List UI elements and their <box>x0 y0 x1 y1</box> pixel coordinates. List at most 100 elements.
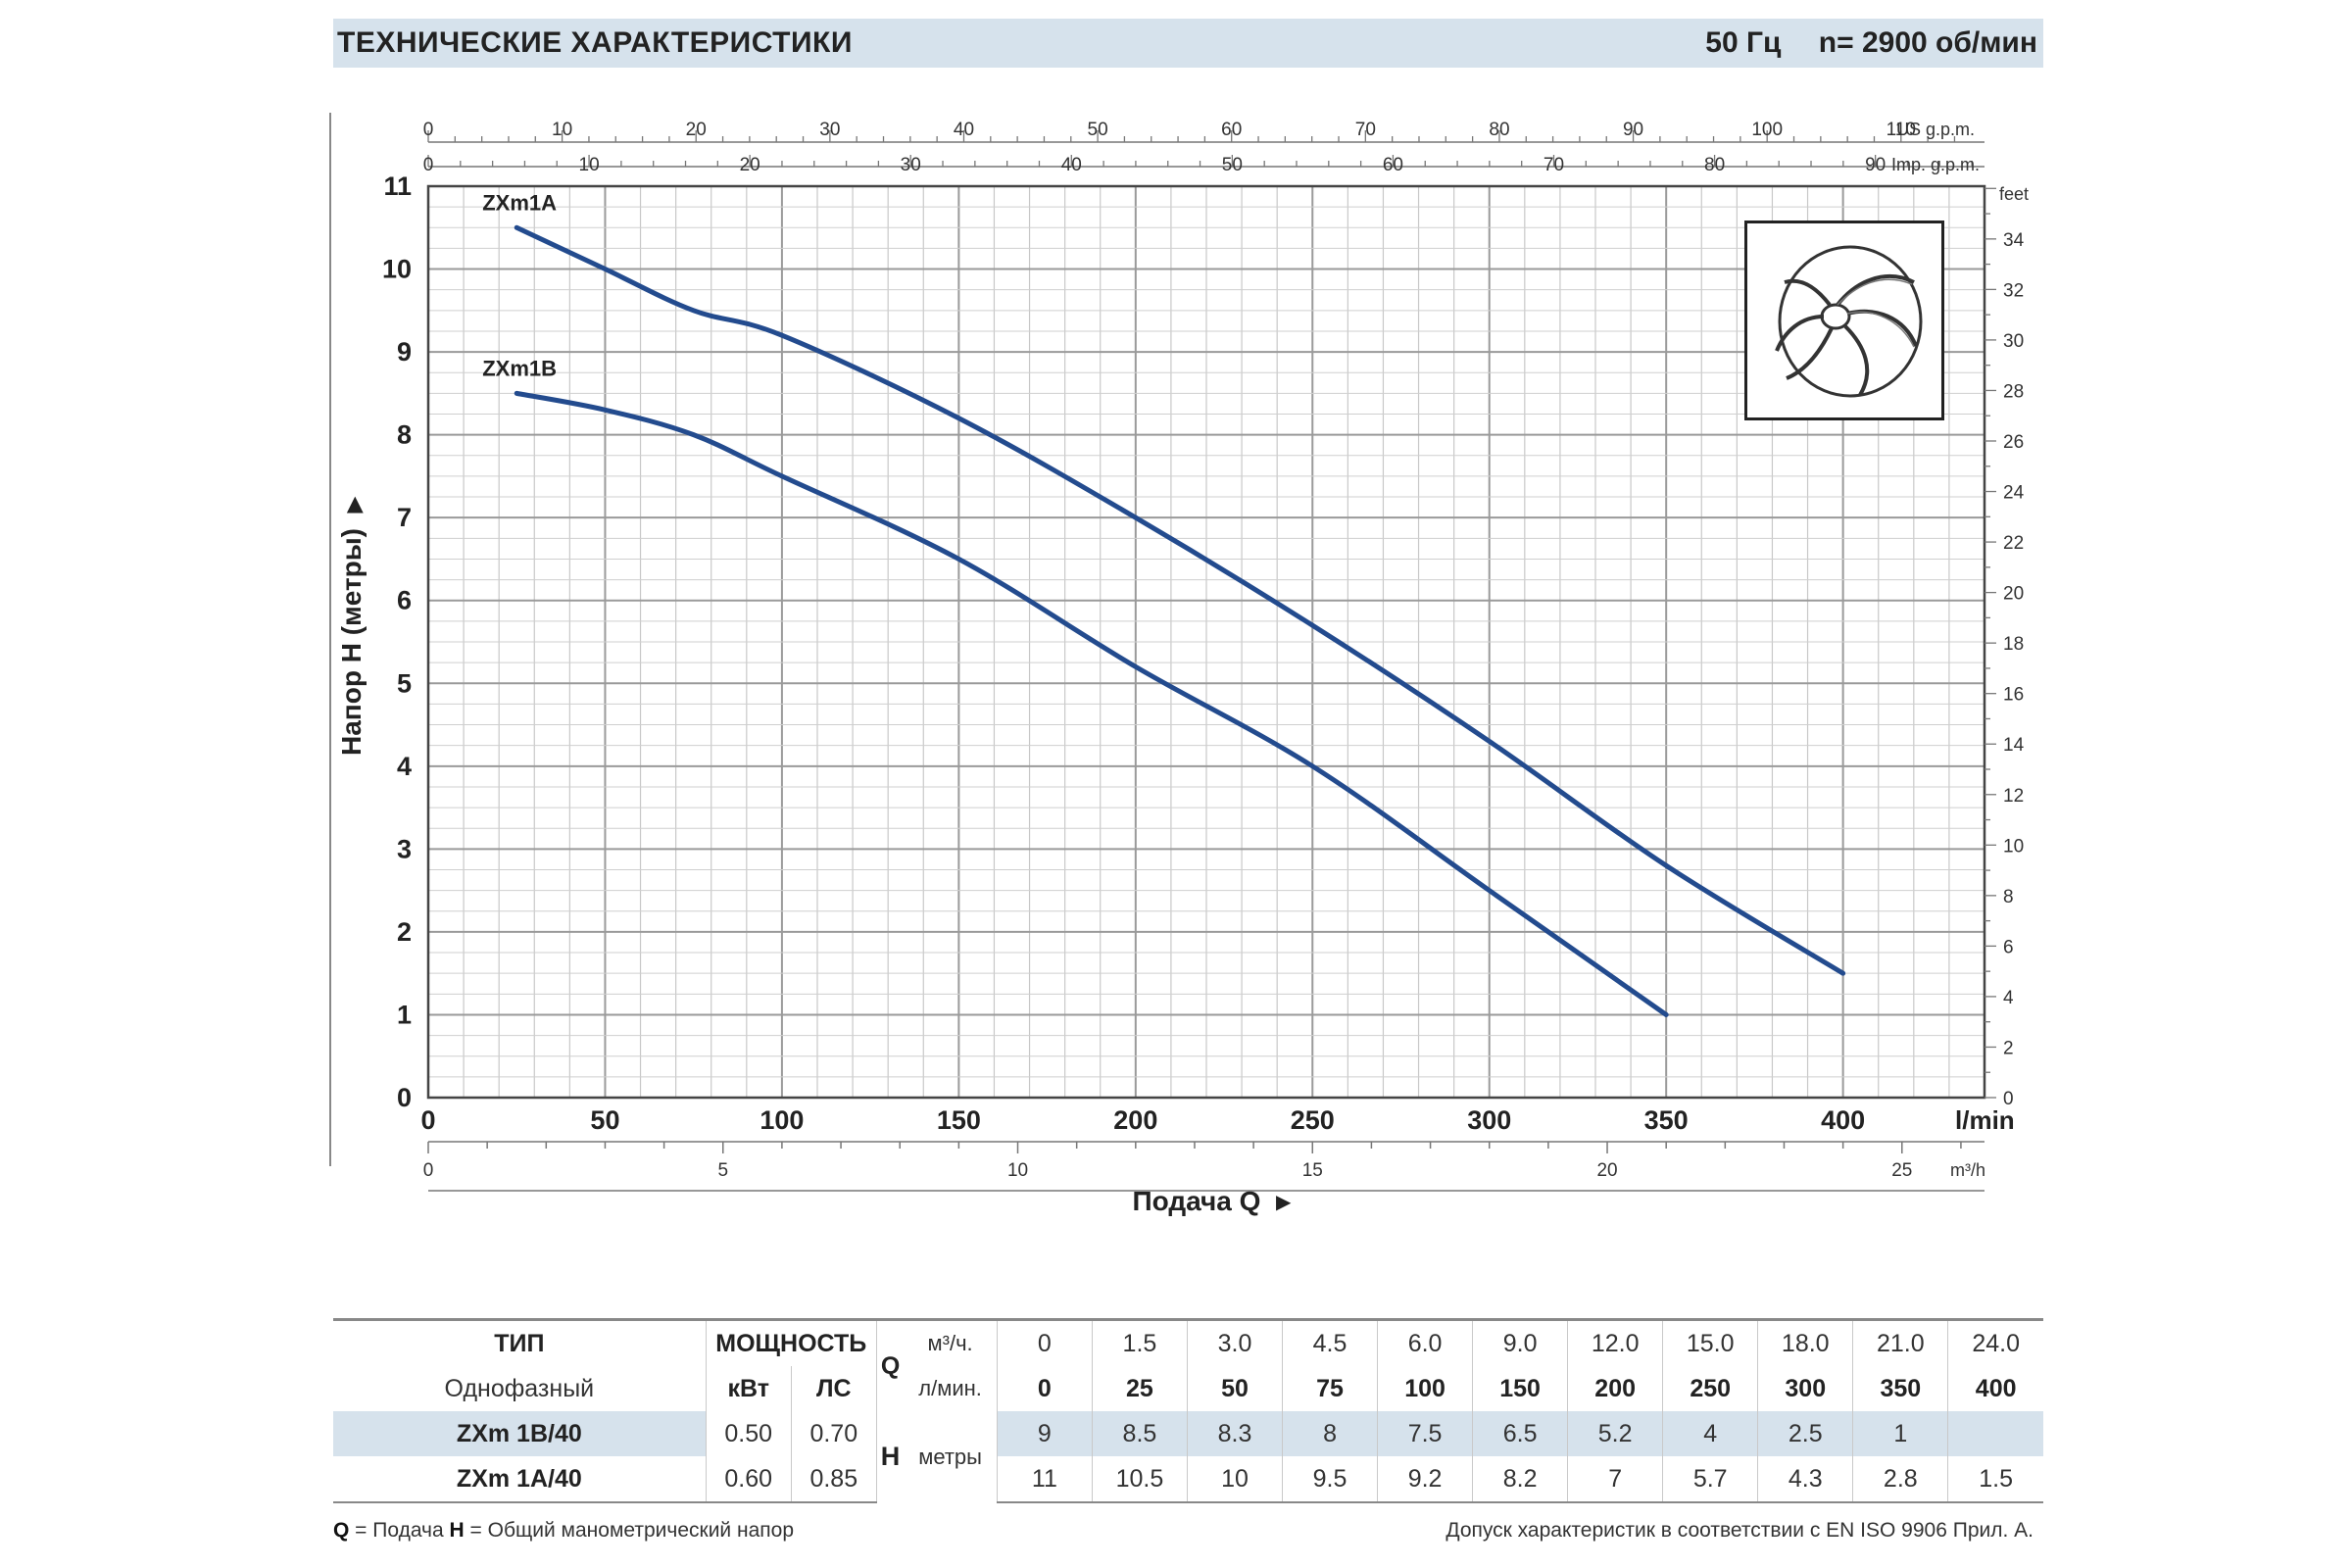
m3h-tick-label: 15 <box>1302 1160 1323 1181</box>
us-gpm-tick-label: 110 <box>1886 120 1916 140</box>
m3h-3: 4.5 <box>1281 1318 1378 1366</box>
us-gpm-tick-label: 90 <box>1623 120 1643 140</box>
table-row: ZXm 1A/40 0.60 0.85 11 10.5 10 9.5 9.2 8… <box>333 1456 2043 1503</box>
lmin-10: 400 <box>1947 1366 2043 1411</box>
y-tick-label: 6 <box>397 586 412 615</box>
kw-header: кВт <box>705 1366 792 1411</box>
header-bar: ТЕХНИЧЕСКИЕ ХАРАКТЕРИСТИКИ 50 Гц n= 2900… <box>333 19 2043 68</box>
head-value: 8.3 <box>1186 1411 1283 1456</box>
x-tick-label: 200 <box>1113 1105 1157 1135</box>
us-gpm-tick-label: 10 <box>552 120 572 140</box>
lmin-unit: л/мин. <box>918 1376 982 1400</box>
y-tick-label: 11 <box>383 172 412 201</box>
m3h-unit-label: m³/h <box>1950 1160 1985 1180</box>
head-value: 1.5 <box>1947 1456 2043 1503</box>
x-tick-label: 50 <box>590 1105 619 1135</box>
us-gpm-tick-label: 70 <box>1355 120 1376 140</box>
m3h-unit: м³/ч. <box>904 1318 998 1366</box>
head-value: 5.7 <box>1662 1456 1758 1503</box>
head-value: 9.2 <box>1377 1456 1473 1503</box>
y-tick-label: 9 <box>397 337 412 367</box>
h-header: H <box>875 1411 905 1502</box>
y-tick-label: 5 <box>397 668 412 698</box>
feet-tick-label: 16 <box>2003 685 2024 706</box>
power-header: МОЩНОСТЬ <box>705 1318 877 1366</box>
type-header: ТИП <box>333 1318 707 1366</box>
head-value: 4 <box>1662 1411 1758 1456</box>
feet-tick-label: 34 <box>2003 230 2025 251</box>
y-tick-label: 0 <box>397 1083 412 1112</box>
x-unit-label: l/min <box>1955 1105 2015 1135</box>
lmin-9: 350 <box>1852 1366 1948 1411</box>
power-kw: 0.50 <box>705 1411 792 1456</box>
us-gpm-tick-label: 80 <box>1489 120 1509 140</box>
y-tick-label: 10 <box>382 255 412 284</box>
feet-tick-label: 30 <box>2003 331 2024 352</box>
table-row: ZXm 1B/40 0.50 0.70 H метры 9 8.5 8.3 8 … <box>333 1411 2043 1502</box>
m3h-7: 15.0 <box>1662 1318 1758 1366</box>
lmin-3: 75 <box>1281 1366 1378 1411</box>
x-tick-label: 400 <box>1821 1105 1865 1135</box>
power-hp: 0.85 <box>790 1456 877 1503</box>
lmin-6: 200 <box>1567 1366 1663 1411</box>
imp-gpm-tick-label: 20 <box>740 155 760 175</box>
head-value: 11 <box>996 1456 1093 1503</box>
head-value: 2.5 <box>1757 1411 1853 1456</box>
lmin-0: 0 <box>996 1366 1093 1411</box>
hp-header: ЛС <box>790 1366 877 1411</box>
head-value: 7 <box>1567 1456 1663 1503</box>
y-tick-label: 1 <box>397 1000 412 1029</box>
feet-tick-label: 8 <box>2003 887 2014 907</box>
imp-gpm-tick-label: 40 <box>1061 155 1082 175</box>
us-gpm-tick-label: 50 <box>1088 120 1108 140</box>
x-tick-label: 0 <box>420 1105 435 1135</box>
feet-unit-label: feet <box>1999 184 2029 204</box>
head-value: 9 <box>996 1411 1093 1456</box>
h-definition: = Общий манометрический напор <box>464 1519 795 1542</box>
feet-tick-label: 20 <box>2003 584 2024 605</box>
feet-tick-label: 18 <box>2003 634 2024 655</box>
feet-tick-label: 24 <box>2003 483 2025 504</box>
m3h-tick-label: 0 <box>423 1160 434 1181</box>
m3h-5: 9.0 <box>1472 1318 1568 1366</box>
legend-footnote: Q = Подача H = Общий манометрический нап… <box>333 1519 794 1543</box>
x-tick-label: 300 <box>1467 1105 1511 1135</box>
us-gpm-tick-label: 30 <box>819 120 840 140</box>
y-axis-label: Напор H (метры) <box>336 528 367 756</box>
performance-table: ТИП МОЩНОСТЬ Q м³/ч. 0 1.5 3.0 4.5 6.0 9… <box>333 1318 2043 1503</box>
series-label: ZXm1B <box>482 356 557 380</box>
imp-gpm-tick-label: 0 <box>423 155 434 175</box>
x-tick-label: 350 <box>1644 1105 1689 1135</box>
m3h-tick-label: 25 <box>1891 1160 1912 1181</box>
lmin-7: 250 <box>1662 1366 1758 1411</box>
m3h-tick-label: 20 <box>1596 1160 1617 1181</box>
feet-tick-label: 32 <box>2003 280 2024 301</box>
header-frequency: 50 Гц <box>1705 26 1782 59</box>
y-tick-label: 4 <box>397 752 412 781</box>
table-header-row-1: ТИП МОЩНОСТЬ Q м³/ч. 0 1.5 3.0 4.5 6.0 9… <box>333 1318 2043 1411</box>
imp-gpm-tick-label: 70 <box>1544 155 1564 175</box>
x-tick-label: 250 <box>1291 1105 1335 1135</box>
us-gpm-tick-label: 60 <box>1221 120 1242 140</box>
series-line-zxm1a <box>514 224 1846 976</box>
q-definition: = Подача <box>349 1519 450 1542</box>
us-gpm-unit-label: US g.p.m. <box>1896 120 1975 139</box>
table-header-row-2: Однофазный кВт ЛС л/мин. 0 25 50 75 100 … <box>333 1366 2043 1411</box>
us-gpm-tick-label: 100 <box>1751 120 1783 140</box>
head-value: 7.5 <box>1377 1411 1473 1456</box>
feet-tick-label: 28 <box>2003 381 2024 402</box>
us-gpm-tick-label: 20 <box>686 120 707 140</box>
lmin-5: 150 <box>1472 1366 1568 1411</box>
x-axis-arrow: ▶ <box>1276 1192 1292 1213</box>
m3h-1: 1.5 <box>1091 1318 1188 1366</box>
tolerance-note: Допуск характеристик в соответствии с EN… <box>1446 1519 2034 1542</box>
impeller-icon <box>1775 245 1923 398</box>
y-tick-label: 3 <box>397 834 412 863</box>
m3h-0: 0 <box>996 1318 1093 1366</box>
y-tick-label: 8 <box>397 420 412 450</box>
head-value: 6.5 <box>1472 1411 1568 1456</box>
feet-tick-label: 22 <box>2003 533 2024 554</box>
model-name: ZXm 1B/40 <box>333 1411 707 1456</box>
m3h-4: 6.0 <box>1377 1318 1473 1366</box>
plot-frame <box>426 184 1986 1100</box>
